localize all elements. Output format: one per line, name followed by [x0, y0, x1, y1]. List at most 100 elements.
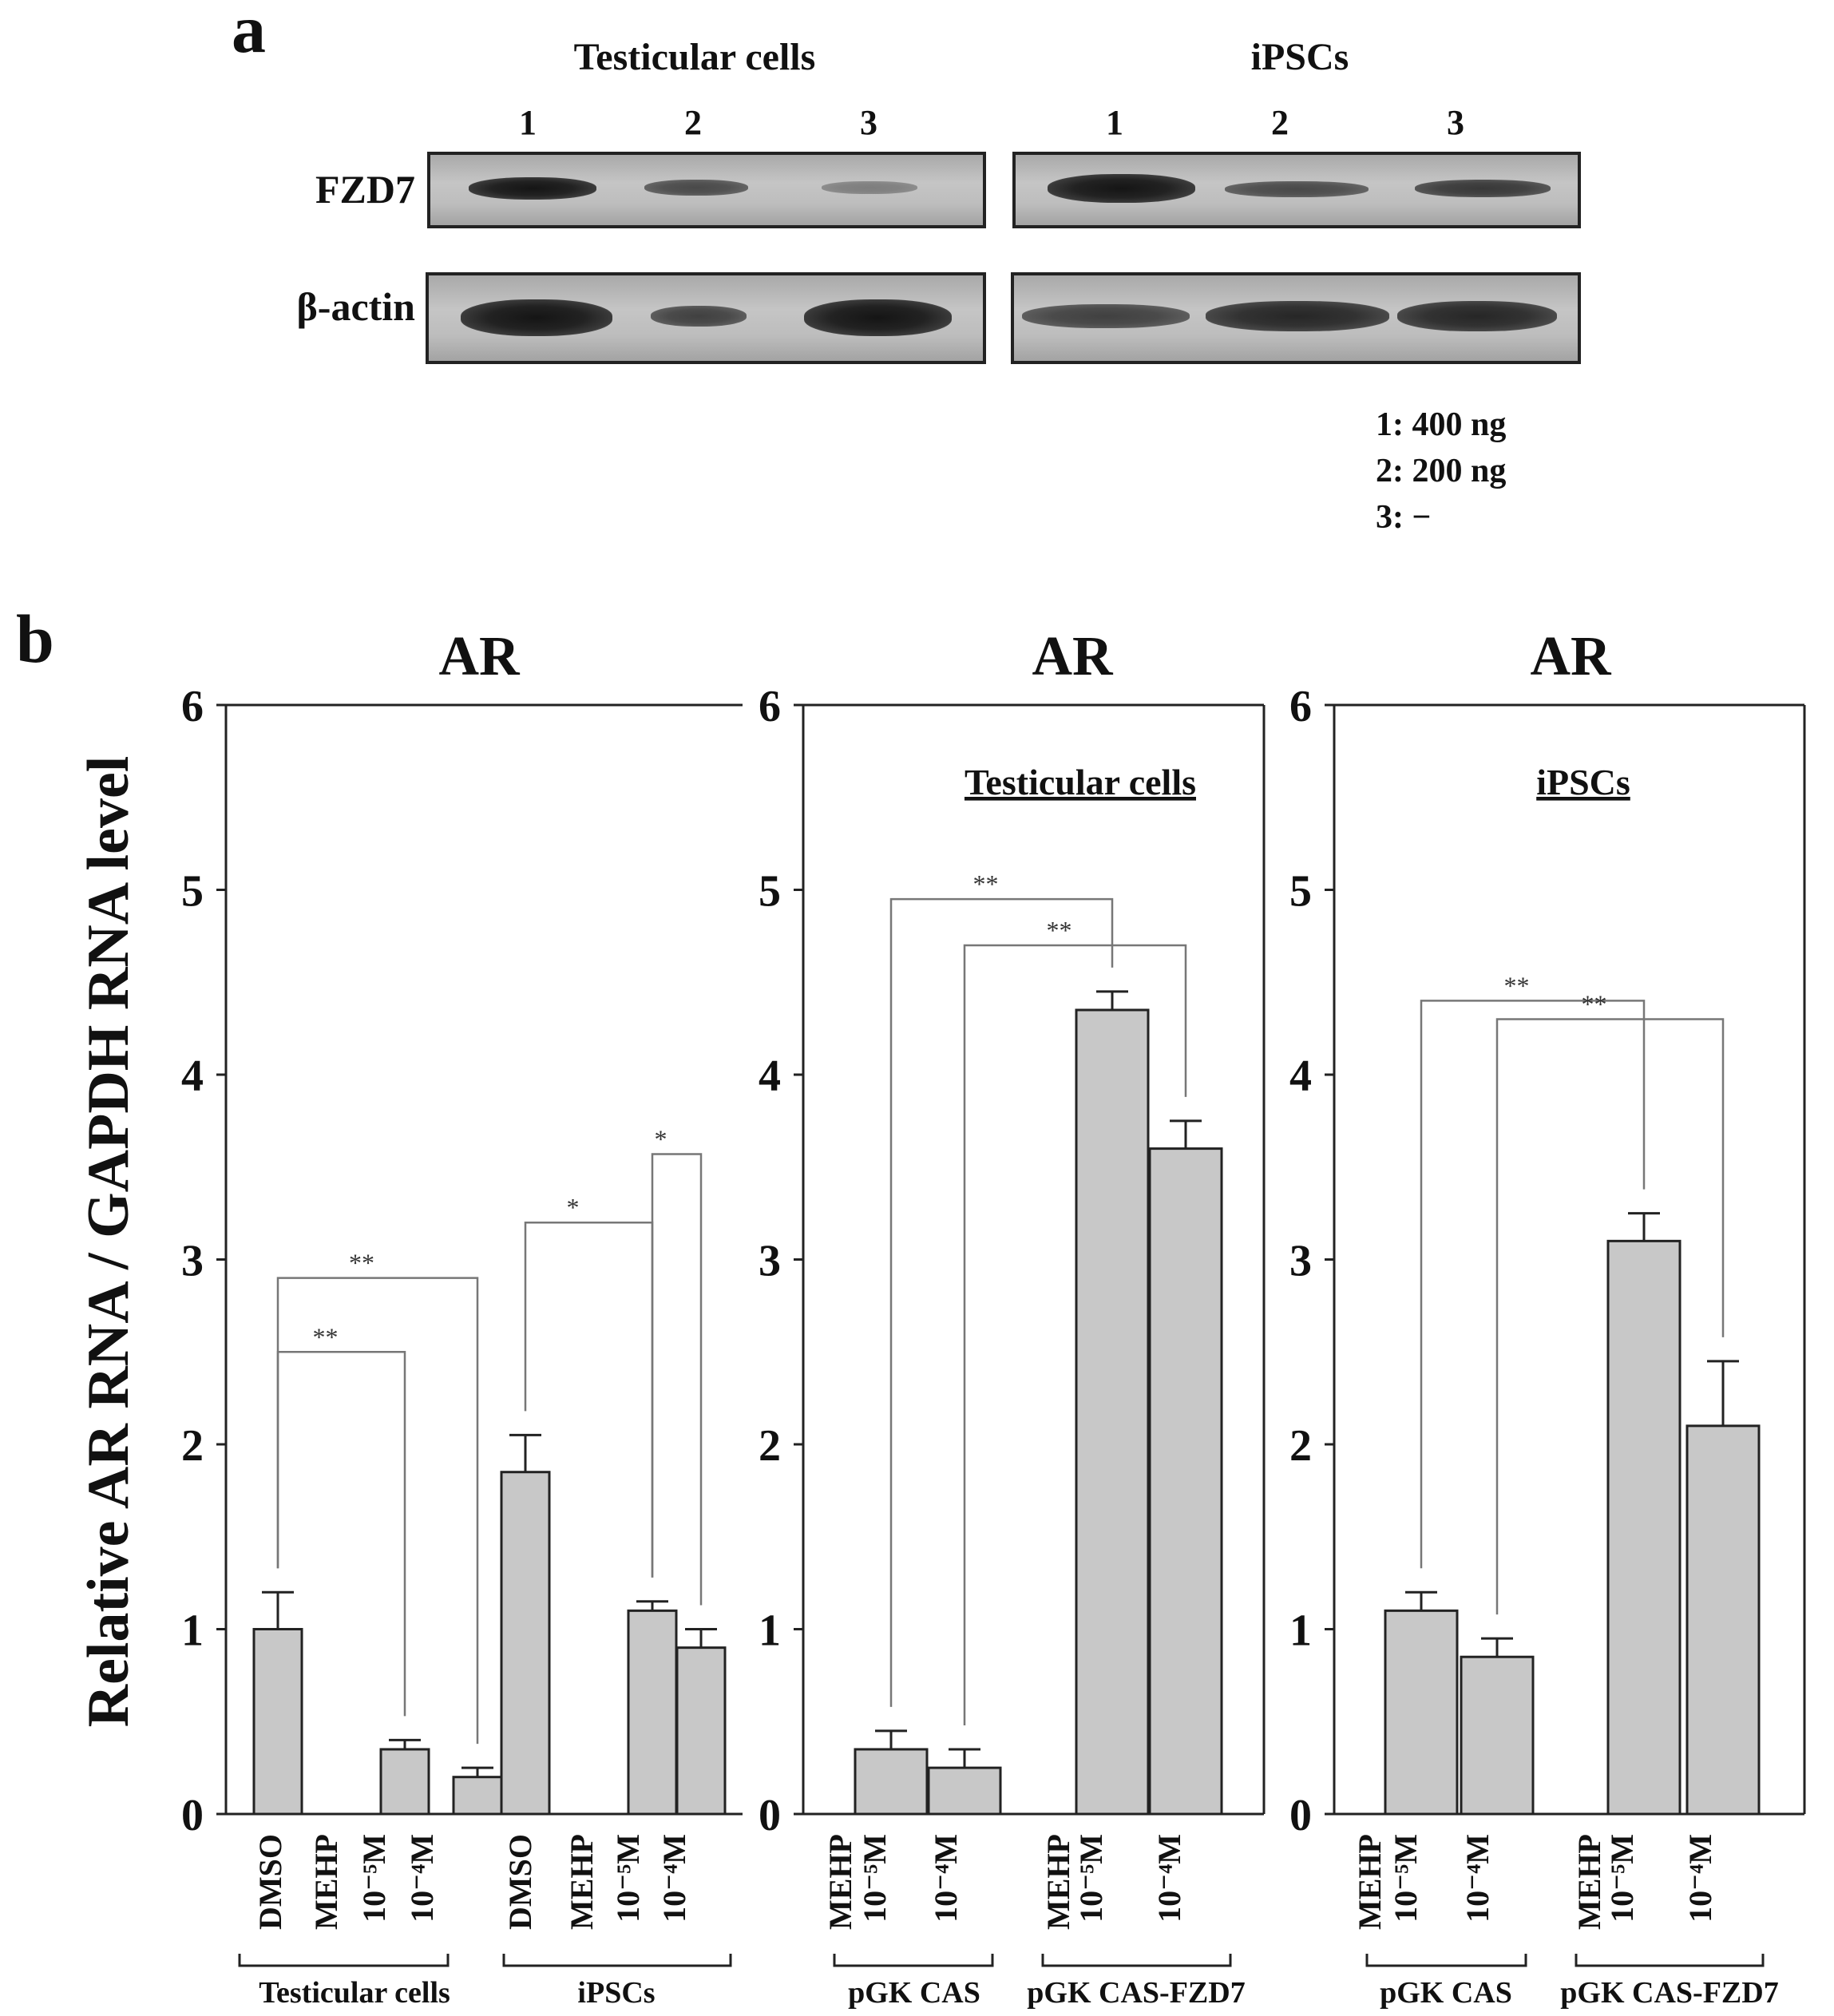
group-bracket: [1365, 1954, 1527, 1967]
x-tick-label: 10⁻⁴M: [1151, 1834, 1187, 1923]
lane-label: 3: [860, 103, 877, 142]
bar: [1148, 1147, 1223, 1816]
y-tick-label: 5: [759, 867, 781, 917]
y-tick-label: 2: [181, 1421, 204, 1471]
y-tick-label: 5: [1289, 867, 1312, 917]
x-tick-label: MEHP: [822, 1834, 858, 1930]
x-tick-label: 10⁻⁴M: [1460, 1834, 1495, 1923]
significance-label: **: [1582, 990, 1607, 1019]
chart-title: AR: [1032, 626, 1114, 687]
lane-label: 1: [1106, 103, 1123, 142]
band: [644, 180, 748, 196]
y-tick-label: 3: [759, 1237, 781, 1286]
significance-label: **: [1504, 971, 1530, 1000]
significance-label: *: [655, 1125, 667, 1154]
chart-subtitle: Testicular cells: [965, 762, 1196, 802]
group-bracket: [833, 1954, 994, 1967]
amount-legend-line: 3: −: [1376, 499, 1432, 536]
bar: [500, 1471, 551, 1816]
band: [822, 181, 917, 194]
significance-label: **: [313, 1322, 339, 1351]
bar: [452, 1776, 503, 1816]
group-label: pGK CAS-FZD7: [1560, 1976, 1778, 2010]
y-tick-label: 1: [181, 1606, 204, 1656]
lane-label: 2: [1271, 103, 1289, 142]
lane-label: 3: [1447, 103, 1464, 142]
y-tick-label: 2: [759, 1421, 781, 1471]
y-tick-label: 3: [1289, 1237, 1312, 1286]
western-blot-beta-actin-testicular: [426, 272, 986, 364]
blot-row-label-fzd7: FZD7: [315, 167, 415, 212]
band: [1048, 174, 1195, 203]
bar: [252, 1628, 303, 1816]
significance-bracket: [889, 897, 1114, 1707]
y-tick-label: 4: [1289, 1052, 1312, 1101]
significance-bracket: [963, 944, 1187, 1725]
y-tick-label: 6: [181, 682, 204, 731]
y-tick-label: 6: [759, 682, 781, 731]
bar: [627, 1609, 678, 1816]
y-tick-label: 3: [181, 1237, 204, 1286]
x-tick-label: 10⁻⁴M: [404, 1834, 440, 1923]
x-tick-label: DMSO: [502, 1834, 538, 1930]
bar: [1606, 1239, 1681, 1816]
y-tick-label: 4: [759, 1052, 781, 1101]
x-tick-label: MEHP: [1040, 1834, 1076, 1930]
significance-label: **: [1047, 916, 1072, 945]
significance-bracket: [276, 1351, 406, 1717]
significance-bracket: [1420, 1000, 1646, 1569]
bar: [675, 1646, 727, 1816]
x-tick-label: 10⁻⁴M: [928, 1834, 964, 1923]
bar: [379, 1748, 430, 1816]
chart-title: AR: [1530, 626, 1612, 687]
western-blot-fzd7-ipscs: [1012, 152, 1581, 228]
significance-bracket: [1495, 1018, 1725, 1615]
chart-title: AR: [438, 626, 521, 687]
chart-subtitle: iPSCs: [1536, 762, 1630, 802]
group-label: pGK CAS: [848, 1976, 980, 2010]
group-bracket: [502, 1954, 732, 1967]
band: [804, 299, 952, 336]
bar: [1460, 1655, 1535, 1816]
group-bracket: [1575, 1954, 1765, 1967]
band: [1225, 181, 1369, 197]
y-tick-label: 1: [759, 1606, 781, 1656]
group-bracket: [238, 1954, 450, 1967]
group-label: pGK CAS: [1380, 1976, 1512, 2010]
western-blot-beta-actin-ipscs: [1011, 272, 1581, 364]
bar: [1685, 1424, 1761, 1816]
x-tick-label: 10⁻⁵M: [1073, 1834, 1109, 1923]
lane-label: 2: [684, 103, 702, 142]
significance-bracket: [276, 1277, 479, 1745]
y-tick-label: 2: [1289, 1421, 1312, 1471]
group-label: Testicular cells: [259, 1976, 450, 2010]
amount-legend-line: 1: 400 ng: [1376, 406, 1507, 443]
bar: [927, 1766, 1002, 1816]
western-blot-fzd7-testicular: [427, 152, 986, 228]
band: [1397, 301, 1557, 331]
group-label: iPSCs: [577, 1976, 655, 2010]
y-tick-label: 0: [759, 1791, 781, 1840]
x-tick-label: 10⁻⁴M: [656, 1834, 692, 1923]
significance-bracket: [651, 1153, 703, 1606]
x-tick-label: DMSO: [252, 1834, 288, 1930]
y-tick-label: 5: [181, 867, 204, 917]
amount-legend-line: 2: 200 ng: [1376, 453, 1507, 489]
x-tick-label: MEHP: [1571, 1834, 1607, 1930]
band: [461, 299, 612, 336]
x-tick-label: 10⁻⁵M: [356, 1834, 392, 1923]
bar: [1075, 1008, 1150, 1816]
x-tick-label: 10⁻⁵M: [610, 1834, 646, 1923]
band: [1206, 301, 1389, 331]
y-tick-label: 0: [1289, 1791, 1312, 1840]
band: [469, 177, 596, 200]
x-tick-label: 10⁻⁵M: [1604, 1834, 1640, 1923]
group-label: pGK CAS-FZD7: [1027, 1976, 1245, 2010]
panel-a-letter: a: [232, 0, 266, 67]
band: [1415, 180, 1551, 197]
band: [651, 306, 747, 327]
lane-label: 1: [519, 103, 537, 142]
x-tick-label: MEHP: [308, 1834, 344, 1930]
x-tick-label: 10⁻⁵M: [1388, 1834, 1424, 1923]
